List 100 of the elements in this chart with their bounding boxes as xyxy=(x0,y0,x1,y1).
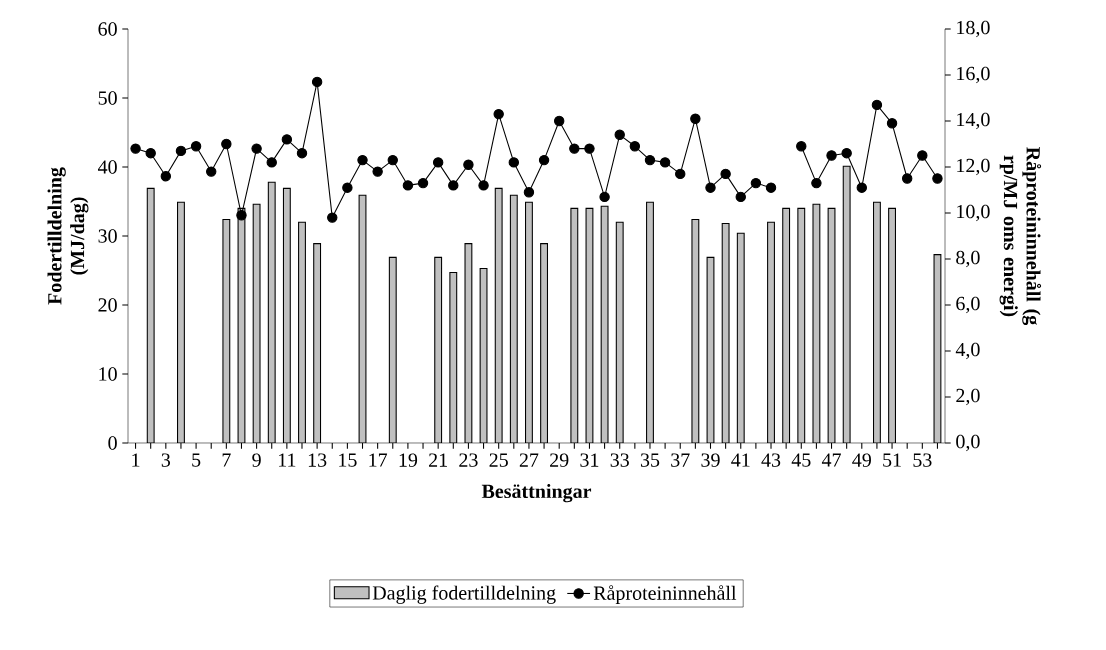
x-tick-label: 7 xyxy=(222,453,231,467)
x-tick-label: 37 xyxy=(671,453,690,467)
point xyxy=(569,143,580,154)
point xyxy=(614,129,625,140)
point xyxy=(327,212,338,223)
point xyxy=(463,159,474,170)
x-tick-label: 15 xyxy=(339,453,357,467)
x-tick-label: 51 xyxy=(883,453,901,467)
x-tick-label: 49 xyxy=(852,453,871,467)
point xyxy=(554,115,565,127)
x-tick-label: 53 xyxy=(913,453,932,467)
x-tick-label: 25 xyxy=(489,453,508,467)
point xyxy=(629,141,641,152)
point xyxy=(538,154,550,166)
y2-tick-label: 14,0 xyxy=(957,112,990,130)
y-tick-label: 0 xyxy=(108,436,117,450)
x-tick-label: 47 xyxy=(821,453,841,467)
x-tick-label: 35 xyxy=(640,453,660,467)
point xyxy=(886,118,898,129)
x-tick-label: 9 xyxy=(252,453,261,467)
y2-tick-label: 6,0 xyxy=(956,296,980,314)
point xyxy=(372,166,383,177)
point xyxy=(342,182,353,193)
point xyxy=(750,177,762,189)
point xyxy=(659,157,671,168)
x-tick-label: 39 xyxy=(701,453,720,467)
point xyxy=(478,180,489,191)
x-tick-label: 27 xyxy=(519,453,539,467)
point xyxy=(311,76,323,88)
x-tick-label: 5 xyxy=(192,453,201,467)
x-tick-label: 17 xyxy=(369,453,388,467)
point xyxy=(357,154,368,166)
point xyxy=(448,180,459,191)
point xyxy=(236,210,247,221)
point xyxy=(508,157,520,168)
y2-tick-label: 12,0 xyxy=(957,158,990,176)
point xyxy=(856,182,868,193)
y-tick-label: 40 xyxy=(98,160,117,174)
x-tick-label: 11 xyxy=(278,453,296,467)
point xyxy=(175,145,187,157)
point xyxy=(493,108,504,120)
point xyxy=(296,147,308,159)
point xyxy=(221,138,232,150)
point xyxy=(251,143,262,154)
x-tick-label: 13 xyxy=(308,453,327,467)
y-tick-label: 10 xyxy=(99,367,117,381)
x-tick-label: 31 xyxy=(580,453,599,467)
point xyxy=(644,154,656,166)
y-tick-label: 50 xyxy=(98,91,117,105)
x-tick-label: 23 xyxy=(459,453,478,467)
y2-tick-label: 8,0 xyxy=(956,250,980,268)
point xyxy=(811,177,822,189)
point xyxy=(281,134,293,145)
point xyxy=(190,141,202,152)
x-tick-label: 1 xyxy=(132,453,140,467)
point xyxy=(387,154,398,166)
point xyxy=(690,113,701,124)
point xyxy=(130,143,141,154)
point xyxy=(523,187,535,198)
y-tick-label: 30 xyxy=(98,229,117,243)
y2-tick-label: 0,0 xyxy=(956,434,980,452)
point xyxy=(841,147,852,159)
point xyxy=(765,182,777,193)
point xyxy=(599,191,610,203)
point xyxy=(145,147,156,159)
point xyxy=(917,150,928,161)
point xyxy=(584,143,595,154)
point xyxy=(432,157,444,168)
x-tick-label: 3 xyxy=(161,453,171,467)
x-tick-label: 45 xyxy=(791,453,811,467)
y2-tick-label: 4,0 xyxy=(955,342,980,360)
x-axis-title: Besättningar xyxy=(481,484,592,503)
y-tick-label: 20 xyxy=(98,298,117,312)
point xyxy=(826,150,837,161)
y2-tick-label: 16,0 xyxy=(957,66,990,84)
point xyxy=(206,166,217,177)
x-tick-label: 43 xyxy=(761,453,781,467)
x-tick-label: 21 xyxy=(429,453,447,467)
y2-tick-label: 10,0 xyxy=(957,204,990,222)
point xyxy=(735,191,746,203)
y-tick-label: 60 xyxy=(98,22,117,36)
x-tick-label: 19 xyxy=(399,453,418,467)
point xyxy=(720,168,731,180)
point xyxy=(417,177,429,189)
point xyxy=(160,170,172,182)
y-axis-title: Fodertilldelning (MJ/dag) xyxy=(47,167,89,305)
point xyxy=(402,180,414,191)
legend-label: Daglig fodertilldelning xyxy=(372,585,556,604)
point xyxy=(796,141,807,152)
point xyxy=(675,168,686,180)
legend-label: Råproteininnehåll xyxy=(593,585,737,604)
point xyxy=(266,157,277,168)
point xyxy=(901,173,913,184)
point xyxy=(932,173,943,184)
x-tick-label: 33 xyxy=(610,453,629,467)
y2-tick-label: 2,0 xyxy=(956,388,980,406)
point xyxy=(705,182,716,193)
y2-axis-title: Råproteininnehåll (g rp/MJ oms energi) xyxy=(999,147,1042,326)
x-tick-label: 29 xyxy=(550,453,569,467)
y2-tick-label: 18,0 xyxy=(957,20,990,38)
